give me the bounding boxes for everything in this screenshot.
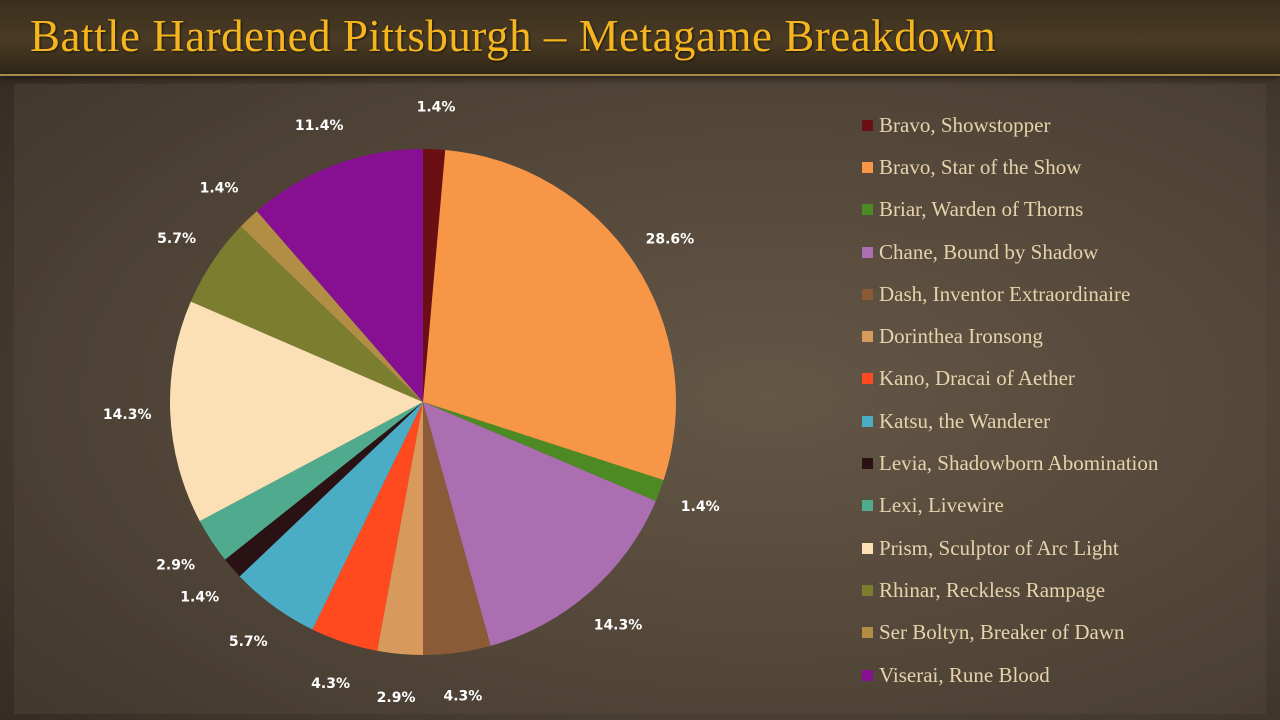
data-label-4: 14.3% bbox=[594, 618, 643, 634]
legend-item: Kano, Dracai of Aether bbox=[862, 358, 1158, 400]
legend-swatch bbox=[862, 204, 873, 216]
legend-item: Bravo, Showstopper bbox=[862, 104, 1158, 146]
pie-slice-7 bbox=[312, 402, 423, 651]
legend-swatch bbox=[862, 288, 873, 300]
legend-label: Ser Boltyn, Breaker of Dawn bbox=[879, 620, 1125, 645]
legend-item: Bravo, Star of the Show bbox=[862, 146, 1158, 188]
data-label-9: 1.4% bbox=[180, 589, 219, 605]
legend-label: Viserai, Rune Blood bbox=[879, 662, 1050, 687]
pie-slices bbox=[170, 149, 677, 655]
legend-swatch bbox=[862, 161, 873, 173]
legend-label: Levia, Shadowborn Abomination bbox=[879, 451, 1159, 476]
data-label-14: 11.4% bbox=[295, 118, 344, 134]
pie-slice-6 bbox=[377, 402, 423, 655]
pie-slice-13 bbox=[240, 211, 423, 402]
legend-label: Bravo, Star of the Show bbox=[879, 154, 1082, 179]
data-label-7: 4.3% bbox=[311, 676, 350, 692]
pie-slice-10 bbox=[199, 402, 423, 560]
pie-slice-9 bbox=[225, 402, 423, 577]
data-label-11: 14.3% bbox=[103, 407, 152, 423]
data-labels: 1.4% 28.6% 1.4% 14.3% 4.3% 2.9% 4.3% 5.7% 1.4% 2.… bbox=[103, 99, 720, 706]
pie-slice-4 bbox=[423, 402, 656, 646]
legend-item: Briar, Warden of Thorns bbox=[862, 189, 1158, 231]
title-bar: Battle Hardened Pittsburgh – Metagame Br… bbox=[0, 0, 1280, 76]
legend-swatch bbox=[862, 627, 873, 639]
data-label-13: 1.4% bbox=[200, 181, 239, 197]
pie-slice-1 bbox=[423, 149, 446, 402]
data-label-2: 28.6% bbox=[646, 232, 695, 248]
legend-swatch bbox=[862, 415, 873, 427]
legend-label: Katsu, the Wanderer bbox=[879, 408, 1051, 433]
data-label-3: 1.4% bbox=[681, 499, 720, 515]
pie-slice-5 bbox=[423, 402, 491, 655]
legend-item: Katsu, the Wanderer bbox=[862, 400, 1158, 442]
legend-swatch bbox=[862, 542, 873, 554]
data-label-1: 1.4% bbox=[417, 99, 456, 115]
legend-label: Prism, Sculptor of Arc Light bbox=[879, 535, 1119, 560]
legend: Bravo, Showstopper Bravo, Star of the Sho… bbox=[862, 104, 1158, 696]
legend-swatch bbox=[862, 500, 873, 512]
legend-label: Bravo, Showstopper bbox=[879, 112, 1051, 137]
legend-swatch bbox=[862, 458, 873, 470]
legend-label: Dorinthea Ironsong bbox=[879, 324, 1043, 349]
legend-item: Viserai, Rune Blood bbox=[862, 654, 1158, 696]
data-label-8: 5.7% bbox=[229, 634, 268, 650]
legend-item: Rhinar, Reckless Rampage bbox=[862, 569, 1158, 611]
legend-swatch bbox=[862, 669, 873, 681]
legend-swatch bbox=[862, 331, 873, 343]
legend-label: Dash, Inventor Extraordinaire bbox=[879, 281, 1131, 306]
legend-label: Chane, Bound by Shadow bbox=[879, 239, 1099, 264]
legend-label: Briar, Warden of Thorns bbox=[879, 197, 1084, 222]
pie-slice-2 bbox=[423, 149, 677, 481]
legend-swatch bbox=[862, 246, 873, 258]
pie-slice-3 bbox=[423, 402, 664, 502]
legend-item: Chane, Bound by Shadow bbox=[862, 231, 1158, 273]
legend-item: Dash, Inventor Extraordinaire bbox=[862, 273, 1158, 315]
legend-item: Levia, Shadowborn Abomination bbox=[862, 442, 1158, 484]
pie-slice-14 bbox=[256, 149, 423, 402]
legend-item: Dorinthea Ironsong bbox=[862, 315, 1158, 357]
legend-swatch bbox=[862, 119, 873, 131]
legend-swatch bbox=[862, 584, 873, 596]
data-label-12: 5.7% bbox=[157, 231, 196, 247]
data-label-6: 2.9% bbox=[377, 690, 416, 706]
pie-slice-11 bbox=[170, 301, 423, 522]
page-title: Battle Hardened Pittsburgh – Metagame Br… bbox=[30, 11, 997, 61]
data-label-5: 4.3% bbox=[443, 688, 482, 704]
pie-slice-12 bbox=[190, 226, 423, 402]
pie-slice-8 bbox=[239, 402, 423, 630]
legend-item: Ser Boltyn, Breaker of Dawn bbox=[862, 612, 1158, 654]
legend-swatch bbox=[862, 373, 873, 385]
legend-item: Prism, Sculptor of Arc Light bbox=[862, 527, 1158, 569]
legend-item: Lexi, Livewire bbox=[862, 485, 1158, 527]
legend-label: Kano, Dracai of Aether bbox=[879, 366, 1075, 391]
legend-label: Lexi, Livewire bbox=[879, 493, 1004, 518]
data-label-10: 2.9% bbox=[156, 558, 195, 574]
legend-label: Rhinar, Reckless Rampage bbox=[879, 577, 1106, 602]
